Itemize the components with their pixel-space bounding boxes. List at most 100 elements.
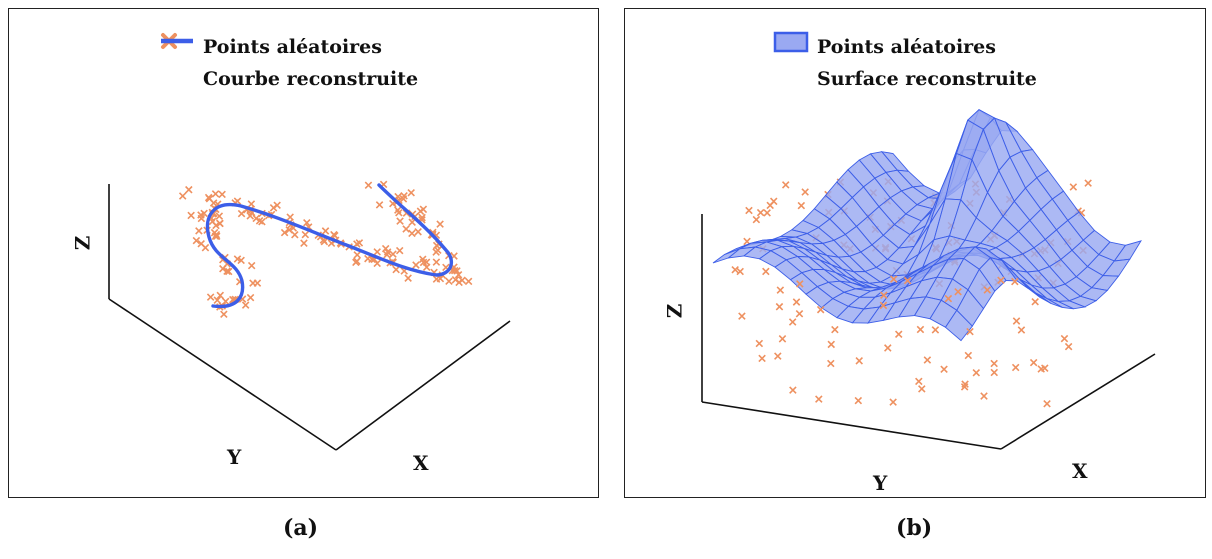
panel-b-legend: Points aléatoires Surface reconstruite bbox=[773, 31, 1037, 95]
scatter-point bbox=[924, 357, 930, 363]
legend-label-curve: Courbe reconstruite bbox=[203, 68, 418, 90]
scatter-point bbox=[991, 360, 997, 366]
legend-label-points: Points aléatoires bbox=[203, 36, 382, 58]
scatter-point bbox=[1065, 343, 1071, 349]
scatter-point bbox=[374, 260, 380, 266]
surface-patch-icon bbox=[773, 69, 813, 89]
scatter-point bbox=[1012, 364, 1018, 370]
panel-a-curve-reconstruction: Points aléatoires Courbe reconstruite Z … bbox=[8, 8, 599, 498]
scatter-point bbox=[405, 275, 411, 281]
scatter-point bbox=[248, 201, 254, 207]
scatter-point bbox=[764, 210, 770, 216]
scatter-point bbox=[437, 221, 443, 227]
z-axis-label: Z bbox=[70, 236, 94, 251]
scatter-point bbox=[885, 345, 891, 351]
scatter-point bbox=[832, 326, 838, 332]
scatter-point bbox=[917, 326, 923, 332]
scatter-point bbox=[757, 209, 763, 215]
scatter-point bbox=[376, 202, 382, 208]
x-axis-label: X bbox=[1072, 459, 1088, 483]
scatter-point bbox=[767, 202, 773, 208]
scatter-point bbox=[1044, 401, 1050, 407]
scatter-point bbox=[777, 287, 783, 293]
legend-entry-curve: Courbe reconstruite bbox=[159, 63, 418, 95]
scatter-point bbox=[991, 369, 997, 375]
scatter-point bbox=[180, 193, 186, 199]
scatter-point bbox=[292, 232, 298, 238]
y-axis-label: Y bbox=[227, 445, 241, 469]
x-axis-line bbox=[1001, 354, 1155, 449]
panel-b-surface-reconstruction: Points aléatoires Surface reconstruite Z… bbox=[624, 8, 1206, 498]
scatter-point bbox=[746, 207, 752, 213]
scatter-point bbox=[397, 218, 403, 224]
scatter-point bbox=[941, 366, 947, 372]
scatter-point bbox=[739, 313, 745, 319]
legend-entry-surface: Surface reconstruite bbox=[773, 63, 1037, 95]
scatter-point bbox=[365, 182, 371, 188]
caption-b: (b) bbox=[896, 515, 932, 541]
scatter-point bbox=[207, 294, 213, 300]
scatter-point bbox=[413, 262, 419, 268]
scatter-point bbox=[1070, 184, 1076, 190]
scatter-point bbox=[302, 231, 308, 237]
scatter-point bbox=[1061, 335, 1067, 341]
scatter-point bbox=[212, 191, 218, 197]
scatter-point bbox=[763, 268, 769, 274]
y-axis-line bbox=[109, 299, 336, 450]
scatter-point bbox=[896, 331, 902, 337]
scatter-point bbox=[408, 190, 414, 196]
scatter-point bbox=[459, 277, 465, 283]
scatter-point bbox=[779, 336, 785, 342]
scatter-point bbox=[1030, 359, 1036, 365]
scatter-point bbox=[789, 319, 795, 325]
legend-label-surface: Surface reconstruite bbox=[817, 68, 1037, 90]
scatter-point bbox=[802, 189, 808, 195]
scatter-point bbox=[374, 249, 380, 255]
scatter-point bbox=[446, 278, 452, 284]
scatter-point bbox=[433, 259, 439, 265]
legend-label-points: Points aléatoires bbox=[817, 36, 996, 58]
scatter-point bbox=[242, 302, 248, 308]
scatter-point bbox=[1085, 180, 1091, 186]
x-axis-line bbox=[336, 321, 510, 450]
scatter-point bbox=[759, 355, 765, 361]
scatter-point bbox=[415, 229, 421, 235]
scatter-point bbox=[793, 299, 799, 305]
scatter-point bbox=[247, 294, 253, 300]
scatter-point bbox=[919, 386, 925, 392]
scatter-point bbox=[916, 378, 922, 384]
reconstructed-surface bbox=[713, 110, 1141, 341]
scatter-point bbox=[790, 387, 796, 393]
scatter-point bbox=[221, 311, 227, 317]
y-axis-line bbox=[702, 402, 1001, 449]
scatter-point bbox=[397, 247, 403, 253]
scatter-point bbox=[465, 278, 471, 284]
scatter-point bbox=[1013, 318, 1019, 324]
scatter-point bbox=[776, 303, 782, 309]
scatter-point bbox=[828, 360, 834, 366]
scatter-point bbox=[796, 311, 802, 317]
scatter-point bbox=[890, 399, 896, 405]
scatter-point bbox=[783, 182, 789, 188]
scatter-point bbox=[403, 226, 409, 232]
scatter-point bbox=[775, 353, 781, 359]
scatter-point bbox=[301, 240, 307, 246]
scatter-point bbox=[354, 252, 360, 258]
scatter-point bbox=[393, 266, 399, 272]
scatter-point bbox=[855, 397, 861, 403]
scatter-point bbox=[420, 206, 426, 212]
scatter-point bbox=[409, 230, 415, 236]
scatter-point bbox=[248, 262, 254, 268]
x-axis-label: X bbox=[413, 451, 429, 475]
scatter-point bbox=[753, 216, 759, 222]
scatter-point bbox=[238, 210, 244, 216]
scatter-point bbox=[756, 340, 762, 346]
scatter-point bbox=[1032, 299, 1038, 305]
scatter-point bbox=[856, 358, 862, 364]
scatter-point bbox=[365, 255, 371, 261]
panel-a-legend: Points aléatoires Courbe reconstruite bbox=[159, 31, 418, 95]
y-axis-label: Y bbox=[873, 471, 887, 495]
line-marker-icon bbox=[159, 69, 199, 89]
scatter-point bbox=[798, 202, 804, 208]
caption-a: (a) bbox=[283, 515, 318, 541]
